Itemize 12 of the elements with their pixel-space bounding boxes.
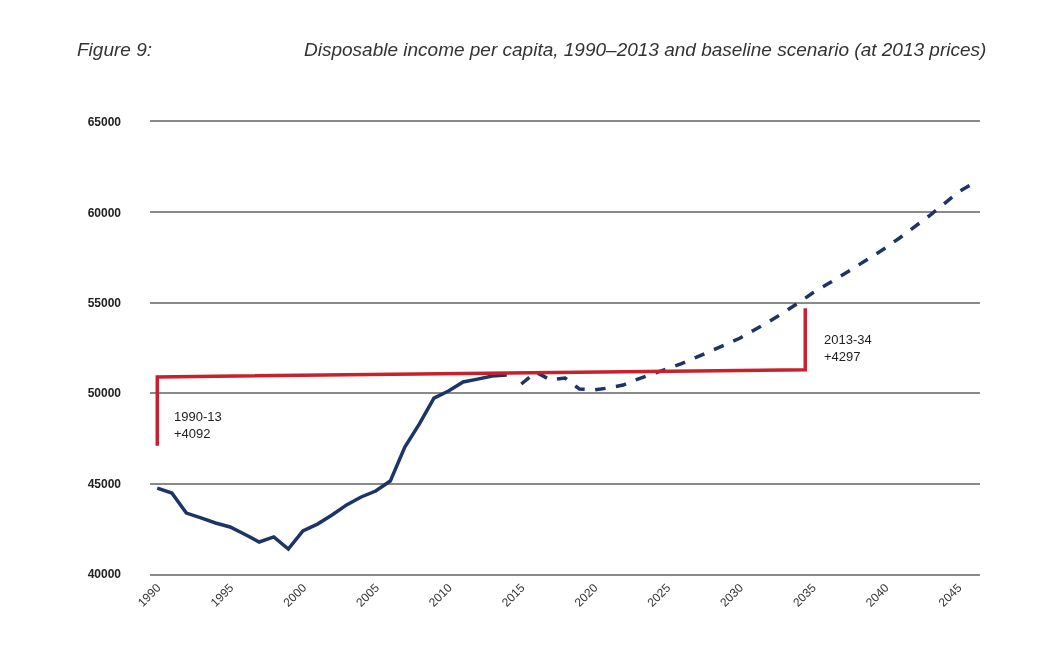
annotation: 2013-34 +4297 [824, 332, 872, 364]
chart-title: Figure 9: [77, 39, 152, 60]
y-tick-label: 55000 [87, 296, 122, 310]
y-tick-label: 50000 [87, 386, 122, 401]
chart-subtitle: Disposable income per capita, 1990–2013 and baseline scenario (at 2013 prices) [304, 39, 987, 60]
y-tick-label: 60000 [87, 205, 122, 220]
line-series [155, 306, 808, 448]
line-series [155, 373, 509, 551]
y-tick-label: 45000 [87, 476, 122, 491]
y-tick-label: 65000 [87, 115, 122, 130]
annotation: 1990-13 +4092 [174, 409, 222, 441]
y-tick-label: 40000 [87, 567, 122, 582]
